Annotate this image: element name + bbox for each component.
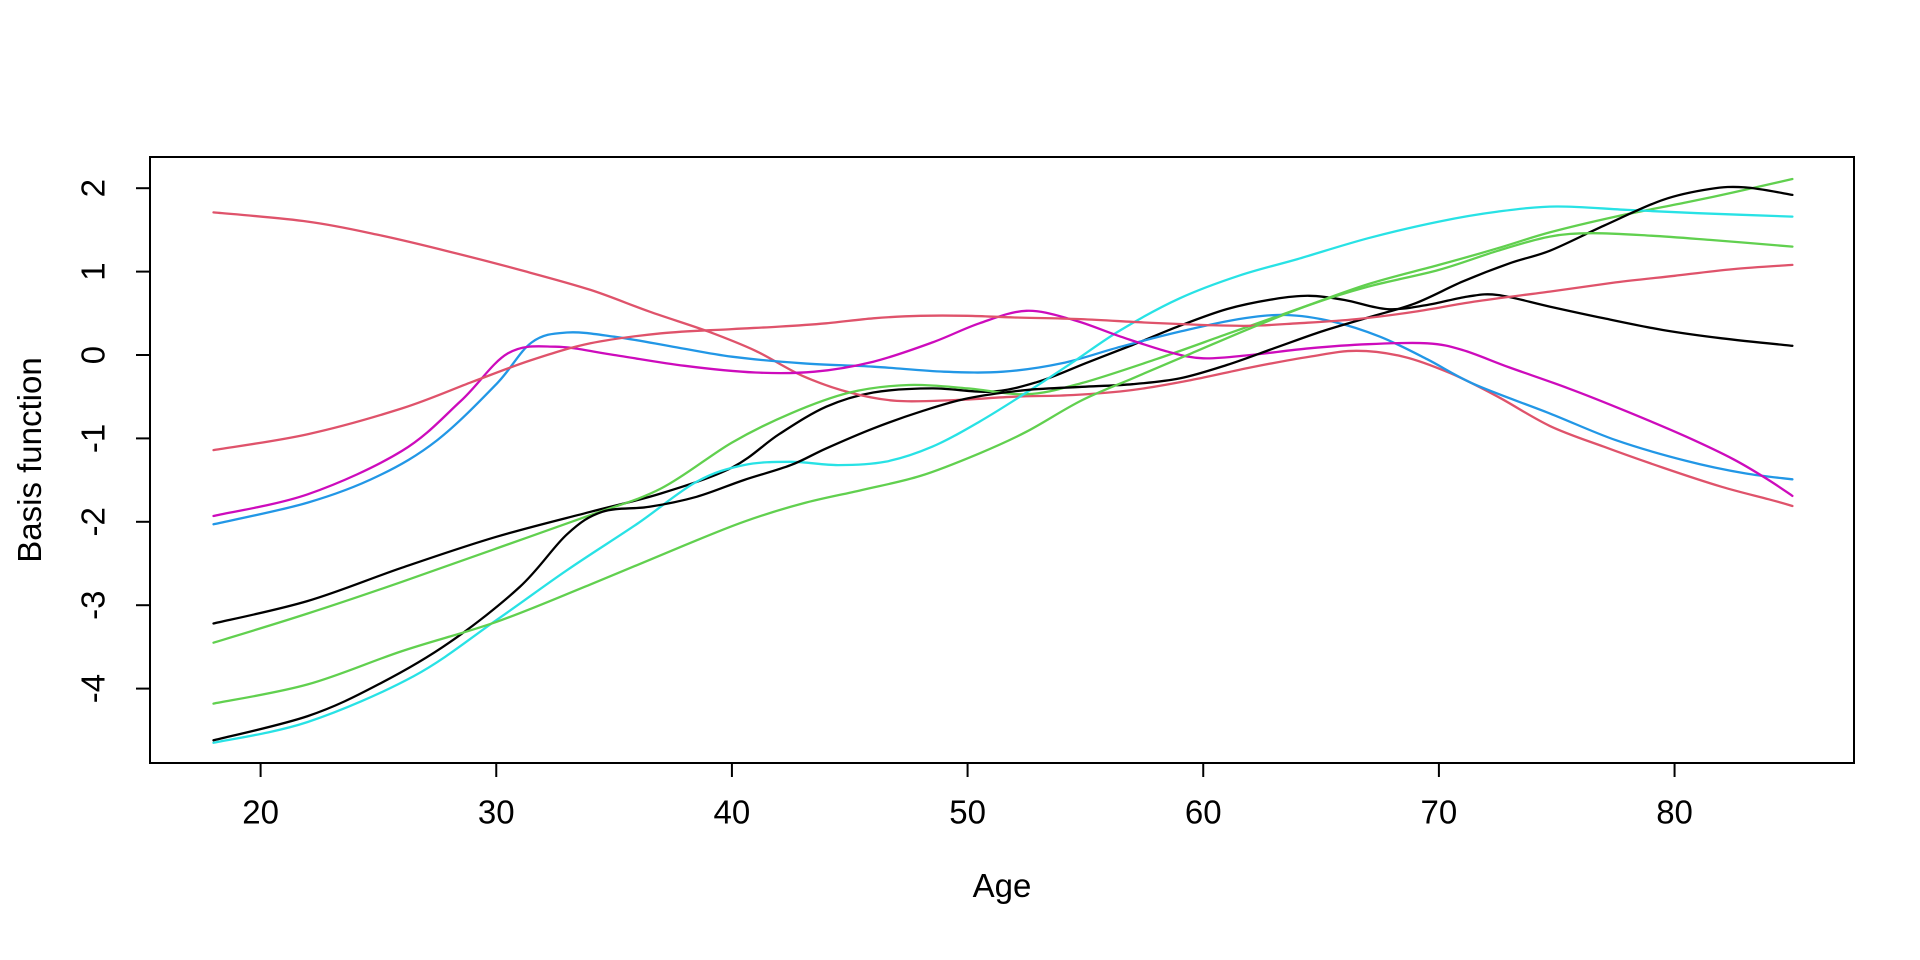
series-curve-basis-6: [212, 309, 1794, 518]
series-curve-basis-8: [212, 263, 1794, 452]
series-curve-basis-9: [212, 232, 1794, 705]
series-curve-basis-7: [212, 185, 1794, 742]
x-axis-tick-label: 30: [478, 794, 515, 831]
y-axis-tick-label: 2: [75, 179, 112, 197]
x-axis-title: Age: [972, 867, 1032, 904]
y-axis-tick-label: -3: [75, 591, 112, 620]
series-curve-basis-1: [212, 293, 1794, 625]
y-axis-tick-label: 0: [75, 346, 112, 364]
y-axis-title: Basis function: [11, 357, 48, 563]
x-axis-tick-label: 70: [1421, 794, 1458, 831]
y-axis-tick-label: 1: [75, 262, 112, 280]
y-axis-tick-label: -1: [75, 424, 112, 453]
x-axis-tick-label: 40: [714, 794, 751, 831]
series-curve-basis-3: [212, 177, 1794, 644]
x-axis-tick-label: 80: [1656, 794, 1693, 831]
y-axis-tick-label: -4: [75, 674, 112, 703]
series-curve-basis-5: [212, 205, 1794, 744]
series-curve-basis-4: [212, 313, 1794, 526]
plot-frame: [149, 156, 1855, 764]
x-axis-tick-label: 50: [949, 794, 986, 831]
x-axis-tick-label: 60: [1185, 794, 1222, 831]
x-axis-tick-label: 20: [242, 794, 279, 831]
series-curve-basis-2: [212, 211, 1794, 508]
y-axis-tick-label: -2: [75, 507, 112, 536]
